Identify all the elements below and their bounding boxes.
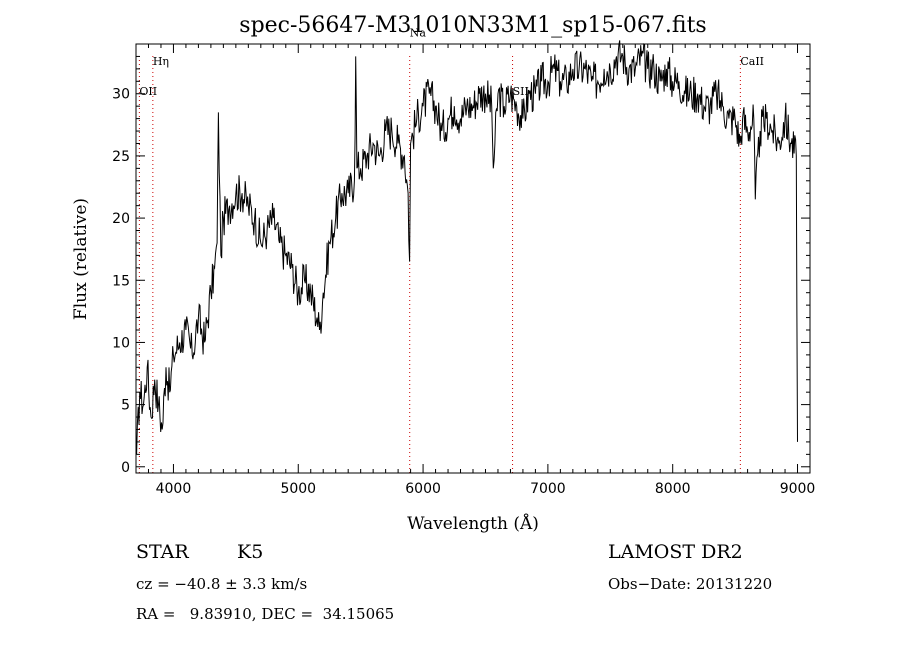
y-tick-label: 15 xyxy=(112,273,130,289)
coordinates-text: RA = 9.83910, DEC = 34.15065 xyxy=(136,605,395,623)
redshift-text: cz = −40.8 ± 3.3 km/s xyxy=(136,575,308,593)
spectrum-series xyxy=(136,40,798,455)
chart-title: spec-56647-M31010N33M1_sp15-067.fits xyxy=(239,13,706,38)
x-tick-label: 8000 xyxy=(655,481,691,497)
y-tick-label: 25 xyxy=(112,149,130,165)
y-tick-label: 20 xyxy=(112,211,130,227)
x-tick-label: 5000 xyxy=(280,481,316,497)
y-tick-label: 30 xyxy=(112,87,130,103)
x-tick-label: 4000 xyxy=(156,481,192,497)
y-axis: 0 5 10 15 20 25 30 xyxy=(112,55,810,476)
annotation-1: OII xyxy=(139,85,157,98)
annotation-3: SII xyxy=(513,85,529,98)
y-axis-label: Flux (relative) xyxy=(71,198,91,320)
x-axis-label: Wavelength (Å) xyxy=(407,513,539,534)
object-subclass: K5 xyxy=(237,541,264,563)
y-tick-label: 0 xyxy=(121,460,130,476)
annotation-0: Hη xyxy=(153,55,169,68)
x-tick-label: 7000 xyxy=(530,481,566,497)
y-tick-label: 10 xyxy=(112,335,130,351)
x-tick-label: 9000 xyxy=(780,481,816,497)
survey-label: LAMOST DR2 xyxy=(608,541,743,563)
object-class: STAR xyxy=(136,541,189,563)
x-tick-label: 6000 xyxy=(405,481,441,497)
spectral-line-markers xyxy=(138,56,741,473)
obs-date: Obs−Date: 20131220 xyxy=(608,575,773,593)
x-axis: 4000 5000 6000 7000 8000 9000 xyxy=(147,44,816,497)
line-annotations: Hη OII Na SII CaII xyxy=(139,27,764,98)
annotation-4: CaII xyxy=(740,55,764,68)
spectrum-line-0 xyxy=(136,40,798,455)
y-tick-label: 5 xyxy=(121,398,130,414)
annotation-2: Na xyxy=(410,27,427,40)
